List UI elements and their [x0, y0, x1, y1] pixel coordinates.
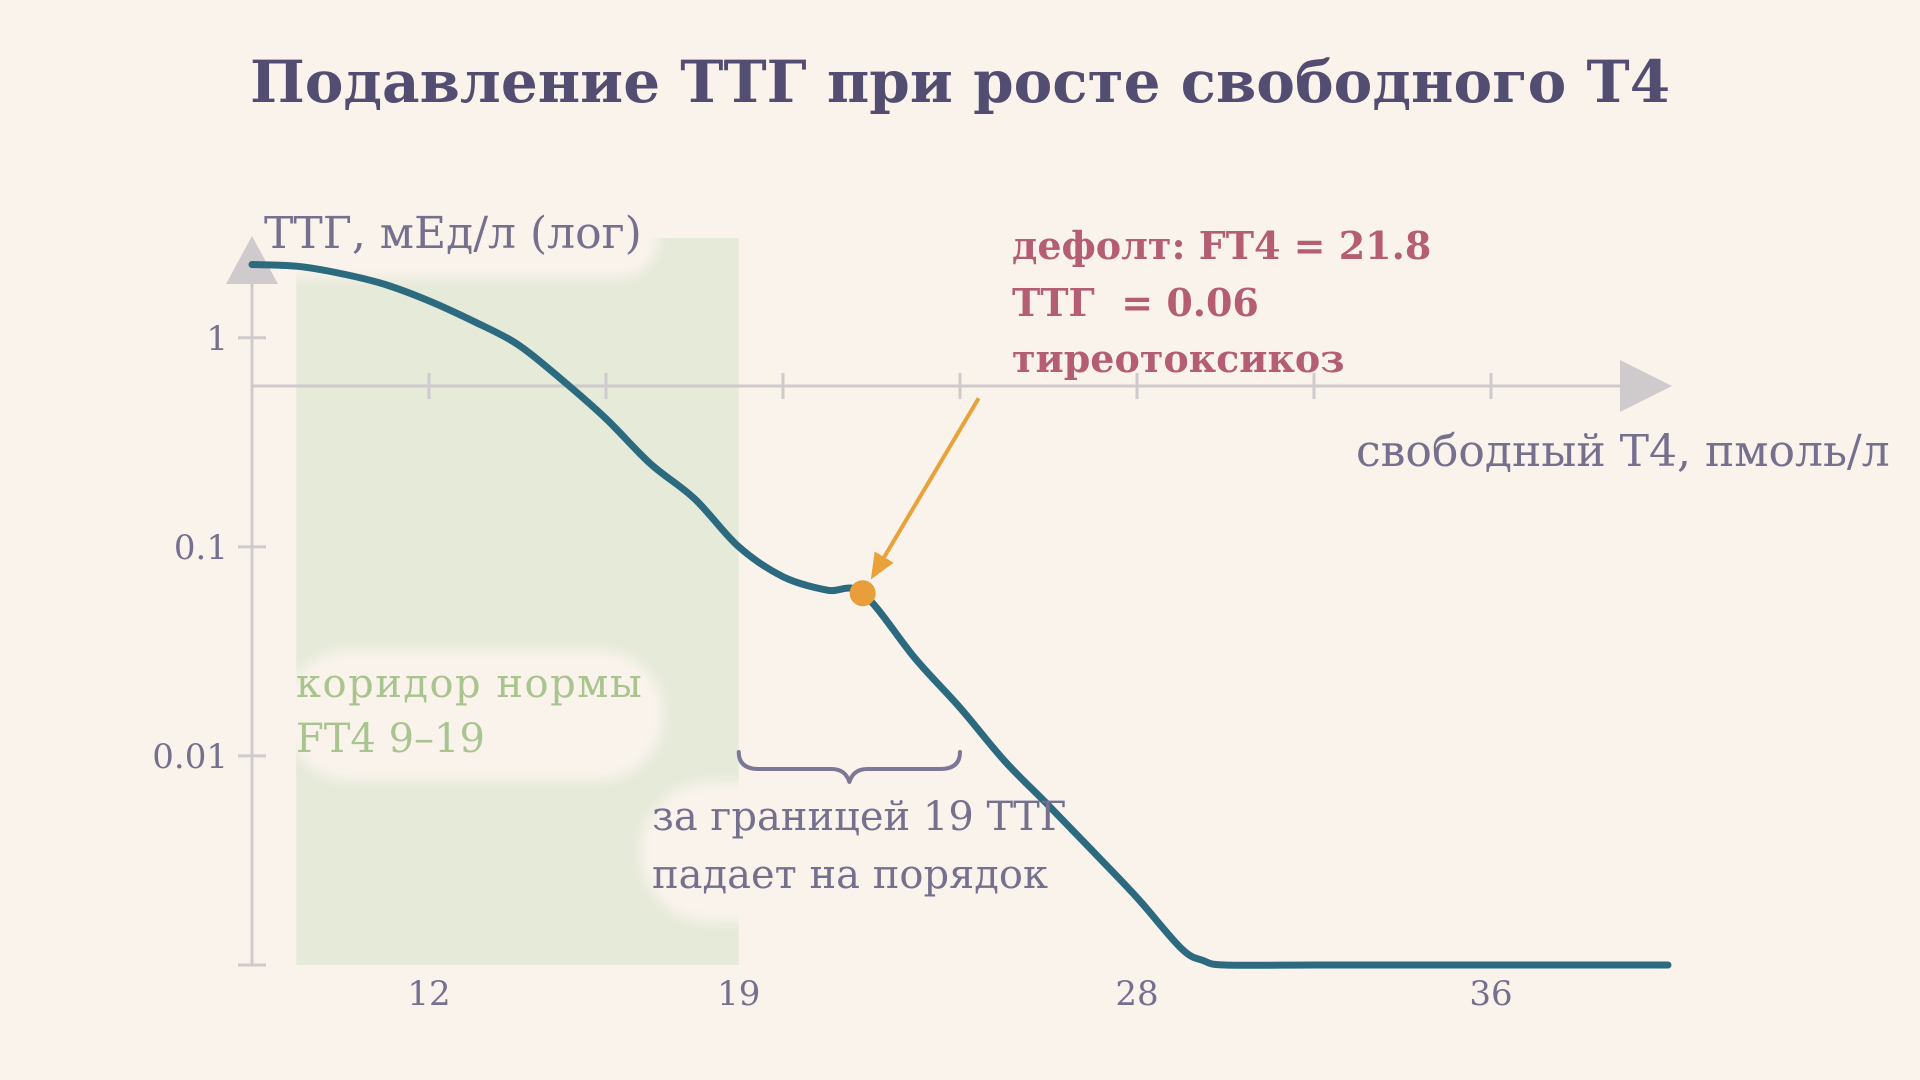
- tsh-curve-series: [248, 261, 1672, 969]
- brace-label-line2: падает на порядок: [652, 852, 1048, 898]
- x-axis-label: свободный Т4, пмоль/л: [1356, 426, 1890, 477]
- brace-label-halo: [640, 782, 1060, 922]
- brace-label-line1: за границей 19 ТТГ: [652, 794, 1066, 840]
- x-axis-arrowhead: [1620, 360, 1672, 412]
- highlight-point: [849, 580, 876, 607]
- chart-title: Подавление ТТГ при росте свободного Т4: [250, 48, 1670, 116]
- y-tick-label: 1: [206, 319, 228, 359]
- y-tick-label: 0.1: [174, 528, 228, 568]
- callout-text-line1: дефолт: FT4 = 21.8: [1012, 223, 1431, 268]
- x-tick-label: 19: [717, 974, 760, 1014]
- normal-band-label-line2: FT4 9–19: [296, 716, 485, 762]
- y-axis-label: ТТГ, мЕд/л (лог): [264, 208, 642, 259]
- normal-band-label-line1: коридор нормы: [296, 661, 643, 707]
- x-tick-label: 36: [1469, 974, 1512, 1014]
- y-tick-label: 0.01: [152, 737, 228, 777]
- callout-text-line3: тиреотоксикоз: [1012, 336, 1345, 381]
- callout-halo: [1000, 212, 1420, 402]
- x-tick-label: 28: [1115, 974, 1158, 1014]
- callout-arrow-line: [882, 397, 981, 559]
- x-tick-label: 12: [407, 974, 450, 1014]
- band-label-halo: [284, 650, 664, 780]
- y-axis-arrowhead: [226, 236, 278, 284]
- brace-annotation: [736, 750, 962, 784]
- ylabel-halo: [258, 200, 658, 278]
- callout-text-line2: ТТГ = 0.06: [1012, 280, 1259, 325]
- callout-arrowhead: [870, 551, 894, 580]
